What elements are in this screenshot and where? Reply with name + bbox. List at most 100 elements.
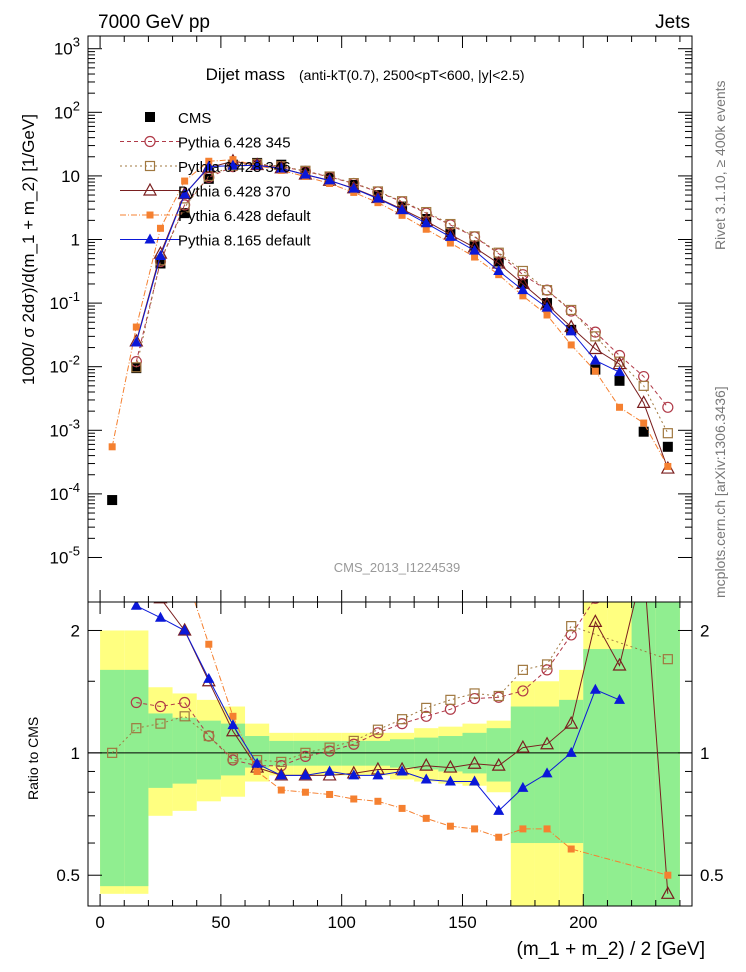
main-series-2-point [541,285,553,296]
ratio-series-3-line [194,602,668,876]
main-subtitle: (anti-kT(0.7), 2500<pT<600, |y|<2.5) [299,67,525,83]
ratio-series-0-point [517,685,529,697]
band-inner [172,717,197,784]
x-tick-label: 200 [569,913,597,932]
ratio-series-3-point [519,825,527,833]
main-series-4-point [616,403,624,411]
main-series-4-point [181,177,189,185]
legend-label-5: Pythia 8.165 default [178,233,311,250]
ratio-series-4-point [203,672,215,683]
ratio-series-3-point [205,640,213,648]
energy-label: 7000 GeV pp [98,12,210,33]
main-title: Dijet mass [206,65,285,84]
ratio-series-2-point [638,558,650,569]
ratio-series-0-point [130,696,142,709]
ratio-series-1-point [324,742,335,753]
main-series-4-point [108,443,116,451]
main-series-5-point [203,160,215,171]
legend-label-0: CMS [178,110,211,127]
ratio-series-1-point [421,702,432,713]
x-tick-label: 0 [95,913,104,932]
main-series-5-point [324,174,336,185]
ratio-series-1-point [372,724,384,735]
main-series-0-point [493,256,504,267]
y-tick-label: 10-1 [50,289,80,313]
band-inner [124,669,149,887]
ratio-series-2-point [467,756,482,769]
ratio-series-4-point [227,719,239,730]
ratio-series-3-point [326,790,334,798]
ratio-series-0-point [565,629,577,641]
ratio-series-1-point [469,688,480,699]
ratio-series-3 [194,602,672,879]
main-series-4-point [640,419,648,427]
legend-label-4: Pythia 6.428 default [178,208,311,225]
ratio-series-4-point [589,683,601,694]
legend-label-2: Pythia 6.428 346 [178,159,291,176]
main-series-1-line [135,164,669,408]
ratio-y-tick-label: 0.5 [56,866,80,885]
main-series-5-point [275,162,287,173]
main-series-0-point [131,363,142,374]
ratio-series-4-point [154,611,166,622]
main-series-0-point [614,375,625,386]
legend-label-1: Pythia 6.428 345 [178,135,291,152]
ratio-series-2-point [153,602,168,604]
ratio-series-1-point [493,690,504,702]
mcplots-label: mcplots.cern.ch [arXiv:1306.3436] [712,386,728,598]
ratio-series-3-point [229,712,237,720]
main-series-4-point [664,462,672,470]
main-series-5-point [589,354,601,365]
ratio-series-3-point [301,788,309,796]
main-series-4-point [543,311,551,319]
main-series-5-point [179,188,191,199]
series-2 [131,158,673,439]
main-series-5-point [396,204,408,215]
ratio-series-4-point [541,767,553,778]
band-inner [631,602,656,906]
band-inner [196,720,221,780]
ratio-series-3-point [495,833,503,841]
ratio-series-4-point [372,769,384,780]
ratio-series-3-point [567,845,575,853]
ratio-series-1-point [203,730,214,742]
main-plot: 10-5 10-4 10-3 10-2 10-1 1 10 102 103 CMS Pythia 6… [50,35,693,603]
ratio-series-3-point [471,825,479,833]
main-series-2-point [203,170,214,182]
main-series-3-point [588,341,603,355]
band-inner [414,737,439,770]
x-axis-title: (m_1 + m_2) / 2 [GeV] [517,939,706,960]
ratio-series-1-point [348,735,359,746]
ratio-series-4-point [324,765,336,776]
y-tick-label: 10-2 [50,353,80,377]
legend-marker-4 [146,211,154,219]
legend-label-3: Pythia 6.428 370 [178,184,291,201]
main-series-5-point [251,159,263,170]
ratio-series-2-point [443,759,458,773]
main-series-5-point [469,244,481,255]
ratio-series-2-point [130,578,142,589]
ratio-series-4-point [614,693,626,704]
ratio-series-2-point [612,657,627,671]
ratio-series-3-point [664,871,672,879]
x-tick-label: 100 [327,913,355,932]
main-series-4-point [471,253,479,261]
ratio-series-4-point [275,769,287,780]
legend-marker-5 [144,233,156,244]
ratio-series-2-point [515,739,530,753]
band-inner [559,699,584,844]
x-tick-label: 50 [211,913,230,932]
ratio-series-1-point [155,718,166,729]
main-series-2-point [662,428,673,439]
y-tick-label: 103 [54,35,80,59]
ratio-series-4-point [348,769,360,780]
ratio-series-0-point [541,664,553,676]
ratio-series-4-point [517,781,529,792]
ratio-y-tick-label-right: 2 [700,621,709,640]
ratio-series-4-point [493,804,505,815]
ratio-y-tick-label: 2 [71,621,80,640]
ratio-series-4-point [130,602,142,610]
y-tick-label: 1 [71,231,80,250]
main-series-4-point [374,199,382,207]
